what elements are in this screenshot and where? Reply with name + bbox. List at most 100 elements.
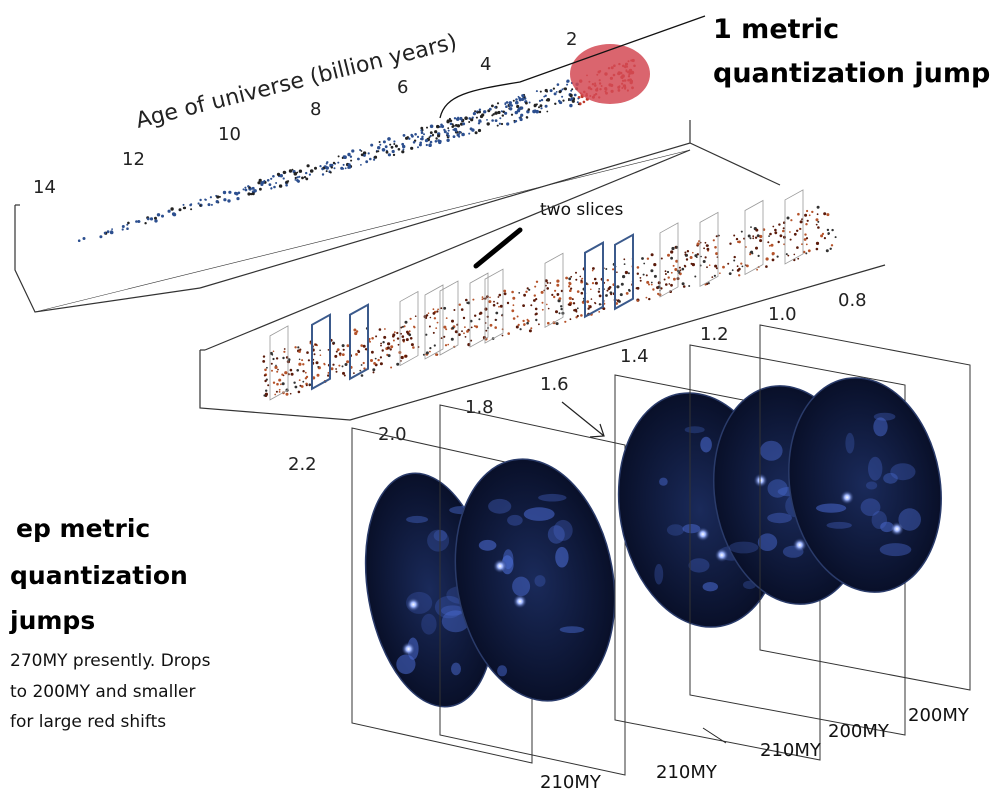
galaxy-dot	[355, 353, 358, 356]
galaxy-dot	[779, 234, 783, 238]
galaxy-dot	[371, 337, 374, 340]
galaxy-dot	[470, 326, 473, 329]
galaxy-dot	[539, 90, 542, 93]
galaxy-dot	[546, 287, 549, 290]
mid-axis: 2.2 2.0 1.8 1.6 1.4 1.2 1.0 0.8	[288, 290, 867, 475]
galaxy-dot	[472, 298, 475, 301]
galaxy-dot	[267, 384, 270, 387]
galaxy-dot	[370, 143, 374, 147]
galaxy-dot	[737, 240, 740, 243]
galaxy-dot	[799, 228, 802, 230]
galaxy-dot	[384, 328, 386, 330]
galaxy-dot	[298, 350, 301, 353]
galaxy-dot	[400, 332, 402, 335]
density-blob	[879, 543, 912, 557]
galaxy-dot	[558, 90, 562, 94]
galaxy-dot	[458, 131, 462, 134]
galaxy-dot	[305, 375, 309, 379]
slice-frame	[349, 303, 369, 381]
galaxy-dot	[149, 217, 154, 221]
galaxy-dot	[262, 355, 266, 358]
galaxy-dot	[831, 228, 834, 232]
galaxy-dot	[797, 257, 800, 260]
galaxy-dot	[293, 172, 298, 176]
galaxy-dot	[650, 253, 654, 257]
galaxy-dot	[653, 263, 657, 267]
galaxy-dot	[298, 169, 303, 173]
galaxy-dot	[347, 163, 351, 167]
galaxy-dot	[523, 323, 526, 326]
galaxy-dot	[682, 285, 686, 288]
galaxy-dot	[506, 301, 510, 305]
galaxy-dot	[546, 303, 548, 306]
galaxy-dot	[414, 133, 417, 136]
galaxy-dot	[491, 114, 494, 117]
galaxy-dot	[799, 220, 803, 224]
galaxy-dot	[360, 364, 363, 366]
galaxy-dot	[563, 87, 566, 90]
galaxy-dot	[403, 325, 406, 328]
galaxy-dot	[539, 104, 543, 108]
galaxy-dot	[372, 368, 376, 372]
galaxy-dot	[410, 343, 414, 347]
galaxy-dot	[481, 298, 484, 301]
galaxy-dot	[491, 104, 494, 108]
density-blob	[757, 533, 778, 551]
galaxy-dot	[606, 279, 609, 282]
galaxy-dot	[558, 101, 562, 104]
density-blob	[654, 563, 664, 585]
density-blob	[441, 605, 465, 616]
galaxy-dot	[738, 274, 741, 277]
galaxy-dot	[474, 110, 477, 113]
galaxy-dot	[746, 264, 749, 268]
galaxy-dot	[506, 122, 510, 126]
galaxy-dot	[811, 210, 814, 214]
galaxy-dot	[545, 284, 547, 287]
galaxy-dot	[460, 119, 463, 122]
galaxy-dot	[167, 209, 171, 213]
galaxy-dot	[478, 110, 481, 114]
galaxy-dot	[347, 152, 351, 157]
galaxy-dot	[514, 110, 518, 115]
slice-frame	[744, 199, 764, 276]
galaxy-dot	[540, 290, 544, 294]
galaxy-dot	[389, 143, 392, 146]
galaxy-dot	[448, 117, 451, 121]
galaxy-dot	[436, 310, 439, 313]
galaxy-dot	[684, 251, 687, 254]
galaxy-dot	[598, 303, 602, 306]
galaxy-dot	[272, 350, 275, 353]
galaxy-dot	[528, 288, 531, 291]
galaxy-dot	[827, 232, 830, 235]
galaxy-dot	[451, 326, 455, 330]
galaxy-dot	[692, 251, 694, 254]
galaxy-dot	[517, 107, 521, 111]
galaxy-dot	[591, 269, 594, 272]
galaxy-dot	[362, 151, 367, 155]
galaxy-dot	[749, 253, 752, 256]
galaxy-dot	[447, 127, 450, 130]
galaxy-dot	[694, 275, 697, 278]
galaxy-dot	[805, 243, 808, 246]
galaxy-dot	[568, 99, 570, 102]
galaxy-dot	[777, 240, 780, 244]
galaxy-dot	[270, 187, 273, 190]
galaxy-dot	[429, 140, 433, 144]
galaxy-dot	[365, 160, 369, 164]
galaxy-dot	[154, 219, 158, 223]
galaxy-dot	[579, 275, 582, 278]
metric-bracket	[439, 15, 706, 119]
galaxy-dot	[298, 379, 301, 381]
bright-spot	[792, 538, 807, 552]
galaxy-dot	[544, 94, 547, 98]
galaxy-dot	[528, 101, 531, 104]
galaxy-dot	[568, 282, 572, 286]
galaxy-dot	[494, 111, 498, 115]
galaxy-dot	[778, 223, 781, 226]
galaxy-dot	[493, 300, 495, 303]
galaxy-dot	[458, 135, 461, 138]
galaxy-dot	[138, 220, 141, 223]
galaxy-dot	[570, 287, 573, 290]
galaxy-dot	[546, 98, 551, 102]
galaxy-dot	[815, 218, 819, 222]
